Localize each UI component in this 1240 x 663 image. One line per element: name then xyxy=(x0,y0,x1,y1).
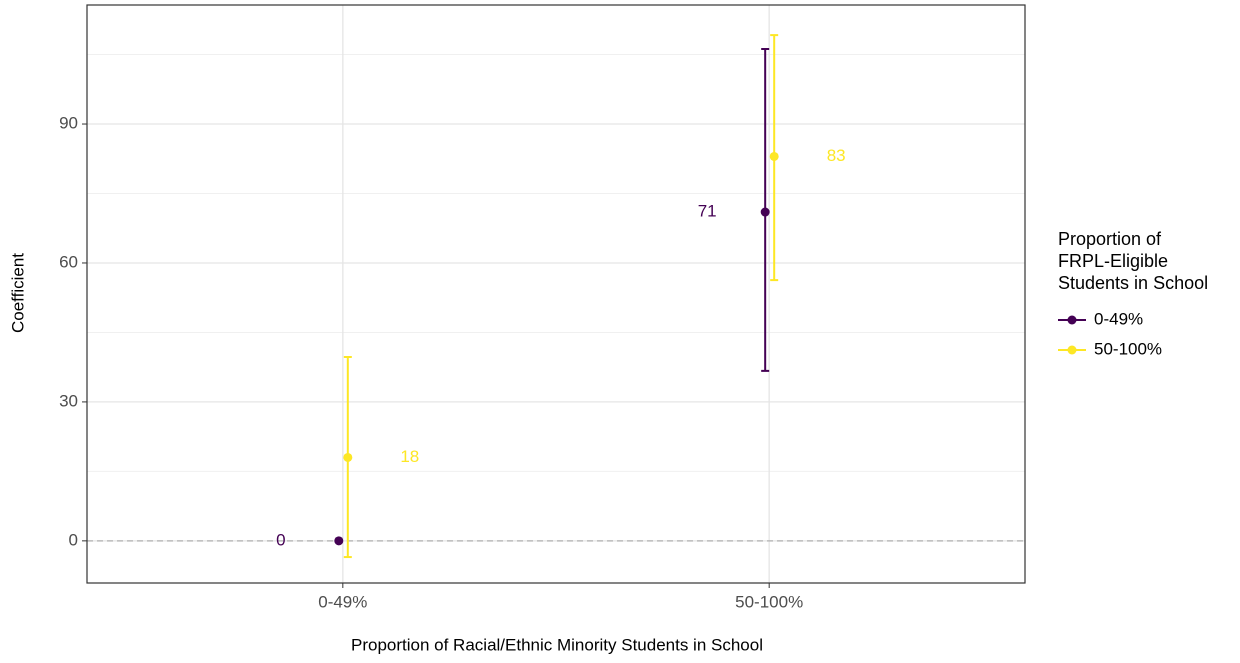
data-label: 83 xyxy=(827,146,846,165)
point xyxy=(334,536,344,546)
plot-border xyxy=(86,4,1026,584)
y-tick-label: 90 xyxy=(59,114,78,133)
legend-title: Students in School xyxy=(1058,273,1208,293)
legend-title: Proportion of xyxy=(1058,229,1162,249)
x-tick-label: 0-49% xyxy=(318,592,367,611)
x-axis-title: Proportion of Racial/Ethnic Minority Stu… xyxy=(351,635,763,654)
y-axis-title: Coefficient xyxy=(8,253,27,333)
y-tick-label: 60 xyxy=(59,252,78,271)
legend-title: FRPL-Eligible xyxy=(1058,251,1168,271)
data-label: 18 xyxy=(400,447,419,466)
legend-marker xyxy=(1067,345,1077,355)
plot-background xyxy=(87,5,1025,583)
data-label: 71 xyxy=(698,202,717,221)
legend-marker xyxy=(1067,315,1077,325)
x-tick-label: 50-100% xyxy=(735,592,803,611)
legend-label: 50-100% xyxy=(1094,339,1162,358)
data-label: 0 xyxy=(276,530,285,549)
point xyxy=(769,151,779,161)
legend-label: 0-49% xyxy=(1094,309,1143,328)
point xyxy=(760,207,770,217)
y-tick-label: 0 xyxy=(69,530,78,549)
y-tick-label: 30 xyxy=(59,391,78,410)
point xyxy=(343,452,353,462)
